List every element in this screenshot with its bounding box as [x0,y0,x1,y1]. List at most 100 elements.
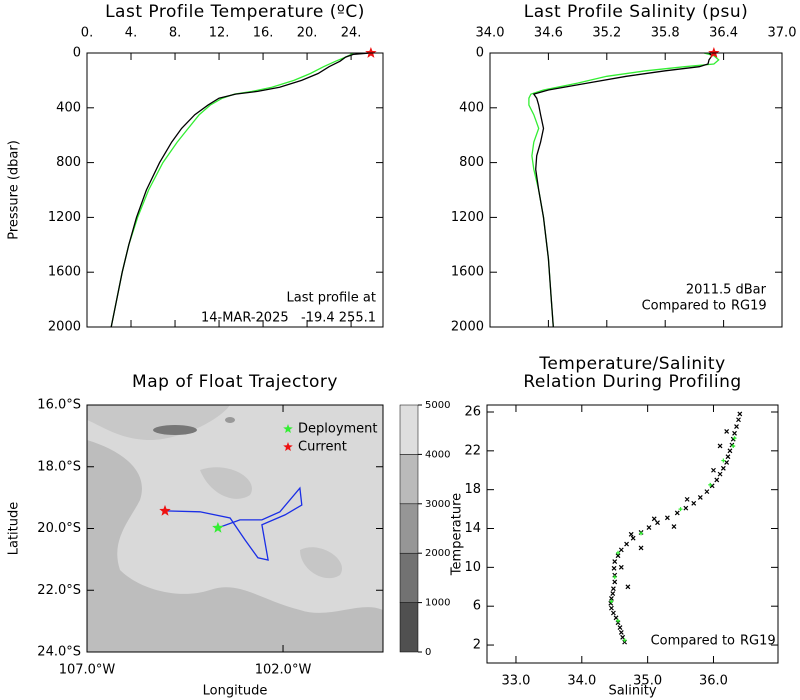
colorbar-band [399,503,419,554]
ts-point [714,477,720,483]
ts-point [734,424,739,429]
colorbar-band [399,454,419,505]
ts-point [737,411,743,417]
ts-point [724,428,730,434]
colorbar-tick-label: 3000 [425,499,450,510]
ts-point [609,596,614,601]
y-tick-label: 24.0°S [37,645,81,660]
ts-point [725,454,731,460]
legend-label: Deployment [298,422,378,437]
colorbar-tick-label: 1000 [425,598,450,609]
ts-point [616,618,621,623]
bathymetry-region [87,470,101,530]
bathymetry-region [200,467,252,499]
current-surface-marker [708,47,720,58]
y-tick-label: 1600 [451,265,484,280]
bathymetry-seamount [153,425,197,435]
ts-point [622,638,627,643]
y-tick-label: 16.0°S [37,398,81,413]
annotation: Last profile at [287,291,376,306]
bathymetry-region [87,405,230,440]
y-tick-label: 2000 [48,320,81,335]
y-axis-label: Temperature [450,493,465,576]
ts-point [651,516,657,522]
profile-line [110,52,371,328]
x-tick-label: 20. [297,26,318,41]
ts-point [624,541,629,547]
ts-point [613,615,619,621]
y-tick-label: 18 [464,482,481,497]
x-tick-label: 36.0 [699,674,728,689]
x-tick-label: 34.6 [534,26,563,41]
colorbar-band [399,602,419,653]
x-tick-label: 33.0 [501,674,530,689]
y-tick-label: 0 [73,46,81,61]
x-tick-label: 8. [169,26,181,41]
ts-point [674,510,680,516]
ts-point [691,500,697,506]
ts-point [615,553,621,559]
x-tick-label: 16. [253,26,274,41]
colorbar-tick-label: 4000 [425,449,450,460]
plot-frame [86,52,384,328]
ts-point [608,600,614,606]
ts-point [610,591,616,596]
y-tick-label: 1200 [48,210,81,225]
x-tick-label: 12. [209,26,230,41]
comparison-note: Compared to [642,299,726,314]
ts-point [708,482,713,487]
ts-point [620,634,626,640]
x-tick-label: 0. [81,26,93,41]
ts-point [684,496,690,502]
x-tick-label: 37.0 [768,26,797,41]
trajectory-line [164,486,303,561]
ts-point [732,430,737,436]
ts-point [678,507,683,512]
y-tick-label: 800 [56,155,81,170]
bathymetry-region [87,440,383,652]
bathymetry-seamount [225,417,235,423]
y-tick-label: 22 [464,443,481,458]
float-position [212,521,224,533]
chart-title: Map of Float Trajectory [132,372,338,392]
y-tick-label: 2 [473,638,481,653]
y-tick-label: 14 [464,521,481,536]
x-tick-label: 34.0 [476,26,505,41]
colorbar-tick-label: 5000 [425,400,450,411]
chart-title: Last Profile Temperature (ºC) [105,2,365,22]
plot-frame [486,404,779,664]
ts-point [638,545,644,551]
plot-frame [86,404,384,653]
ts-point [736,417,741,423]
comparison-note: Compared to [651,634,735,649]
ts-point [655,520,660,526]
y-tick-label: 400 [459,100,484,115]
ts-point [610,586,616,592]
x-tick-label: 102.0°W [255,663,312,678]
ts-point [697,495,703,500]
ts-point [664,515,670,521]
ts-point [618,564,624,570]
x-tick-label: 34.0 [567,674,596,689]
y-axis-label: Pressure (dbar) [7,140,22,240]
chart-title: Temperature/Salinity [538,354,725,374]
ts-point [610,610,616,616]
ts-point [612,559,618,564]
x-tick-label: 4. [125,26,137,41]
legend-marker [283,442,293,451]
ts-point [630,535,636,541]
x-tick-label: 35.0 [633,674,662,689]
legend-marker [283,424,293,433]
ts-point [683,505,689,511]
y-tick-label: 1600 [48,265,81,280]
annotation: 2011.5 dBar [686,283,767,298]
ts-point [720,465,726,471]
y-tick-label: 0 [476,46,484,61]
colorbar-tick-label: 2000 [425,548,450,559]
chart-title: Relation During Profiling [523,372,741,392]
y-tick-label: 2000 [451,320,484,335]
y-tick-label: 18.0°S [37,459,81,474]
ts-point [628,531,634,537]
y-tick-label: 1200 [451,210,484,225]
